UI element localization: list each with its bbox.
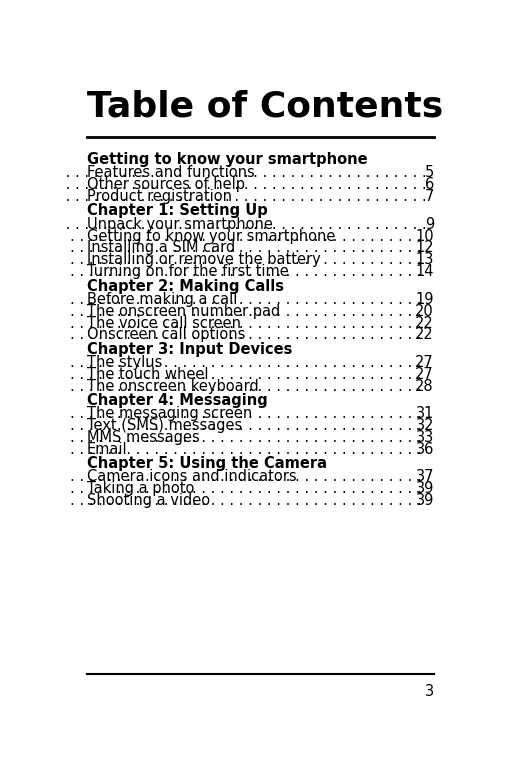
Text: 37: 37 [416, 469, 434, 484]
Text: . . . . . . . . . . . . . . . . . . . . . . . . . . . . . . . . . . . . . . . . : . . . . . . . . . . . . . . . . . . . . … [0, 367, 422, 382]
Text: . . . . . . . . . . . . . . . . . . . . . . . . . . . . . . . . . . . . . . . . : . . . . . . . . . . . . . . . . . . . . … [0, 328, 422, 343]
Text: . . . . . . . . . . . . . . . . . . . . . . . . . . . . . . . . . . . . . . . . : . . . . . . . . . . . . . . . . . . . . … [0, 379, 422, 394]
Text: The stylus: The stylus [87, 355, 162, 370]
Text: 36: 36 [416, 442, 434, 456]
Text: MMS messages: MMS messages [87, 430, 200, 445]
Text: 3: 3 [425, 684, 434, 698]
Text: The voice call screen: The voice call screen [87, 315, 241, 330]
Text: 12: 12 [416, 240, 434, 256]
Text: . . . . . . . . . . . . . . . . . . . . . . . . . . . . . . . . . . . . . . . . : . . . . . . . . . . . . . . . . . . . . … [0, 315, 422, 330]
Text: Other sources of help: Other sources of help [87, 177, 245, 192]
Text: . . . . . . . . . . . . . . . . . . . . . . . . . . . . . . . . . . . . . . . . : . . . . . . . . . . . . . . . . . . . . … [0, 229, 422, 243]
Text: . . . . . . . . . . . . . . . . . . . . . . . . . . . . . . . . . . . . . . . . : . . . . . . . . . . . . . . . . . . . . … [0, 418, 422, 433]
Text: 20: 20 [415, 304, 434, 319]
Text: Chapter 2: Making Calls: Chapter 2: Making Calls [87, 278, 284, 294]
Text: Chapter 1: Setting Up: Chapter 1: Setting Up [87, 204, 268, 219]
Text: Onscreen call options: Onscreen call options [87, 328, 245, 343]
Text: Features and functions: Features and functions [87, 165, 255, 181]
Text: 10: 10 [416, 229, 434, 243]
Text: 7: 7 [425, 189, 434, 205]
Text: The touch wheel: The touch wheel [87, 367, 208, 382]
Text: . . . . . . . . . . . . . . . . . . . . . . . . . . . . . . . . . . . . . . . . : . . . . . . . . . . . . . . . . . . . . … [0, 291, 422, 307]
Text: Table of Contents: Table of Contents [87, 90, 443, 124]
Text: . . . . . . . . . . . . . . . . . . . . . . . . . . . . . . . . . . . . . . . . : . . . . . . . . . . . . . . . . . . . . … [0, 406, 422, 421]
Text: The onscreen keyboard: The onscreen keyboard [87, 379, 259, 394]
Text: Shooting a video: Shooting a video [87, 493, 210, 508]
Text: 19: 19 [416, 291, 434, 307]
Text: Chapter 3: Input Devices: Chapter 3: Input Devices [87, 342, 292, 356]
Text: Camera icons and indicators: Camera icons and indicators [87, 469, 296, 484]
Text: 33: 33 [416, 430, 434, 445]
Text: Product registration: Product registration [87, 189, 232, 205]
Text: Taking a photo: Taking a photo [87, 481, 194, 496]
Text: 39: 39 [416, 493, 434, 508]
Text: . . . . . . . . . . . . . . . . . . . . . . . . . . . . . . . . . . . . . . . . : . . . . . . . . . . . . . . . . . . . . … [0, 430, 422, 445]
Text: 6: 6 [425, 177, 434, 192]
Text: . . . . . . . . . . . . . . . . . . . . . . . . . . . . . . . . . . . . . . . . : . . . . . . . . . . . . . . . . . . . . … [0, 240, 422, 256]
Text: . . . . . . . . . . . . . . . . . . . . . . . . . . . . . . . . . . . . . . . . : . . . . . . . . . . . . . . . . . . . . … [0, 469, 422, 484]
Text: . . . . . . . . . . . . . . . . . . . . . . . . . . . . . . . . . . . . . . . . : . . . . . . . . . . . . . . . . . . . . … [0, 304, 422, 319]
Text: Unpack your smartphone: Unpack your smartphone [87, 216, 273, 232]
Text: Getting to know your smartphone: Getting to know your smartphone [87, 153, 367, 167]
Text: Turning on for the first time: Turning on for the first time [87, 264, 289, 279]
Text: 22: 22 [415, 328, 434, 343]
Text: 9: 9 [425, 216, 434, 232]
Text: 31: 31 [416, 406, 434, 421]
Text: Chapter 4: Messaging: Chapter 4: Messaging [87, 393, 268, 408]
Text: . . . . . . . . . . . . . . . . . . . . . . . . . . . . . . . . . . . . . . . . : . . . . . . . . . . . . . . . . . . . . … [0, 355, 422, 370]
Text: Chapter 5: Using the Camera: Chapter 5: Using the Camera [87, 456, 327, 471]
Text: . . . . . . . . . . . . . . . . . . . . . . . . . . . . . . . . . . . . . . . . : . . . . . . . . . . . . . . . . . . . . … [0, 253, 422, 267]
Text: . . . . . . . . . . . . . . . . . . . . . . . . . . . . . . . . . . . . . . . . : . . . . . . . . . . . . . . . . . . . . … [0, 493, 422, 508]
Text: . . . . . . . . . . . . . . . . . . . . . . . . . . . . . . . . . . . . . . . . : . . . . . . . . . . . . . . . . . . . . … [0, 165, 427, 181]
Text: 39: 39 [416, 481, 434, 496]
Text: Getting to know your smartphone: Getting to know your smartphone [87, 229, 335, 243]
Text: Before making a call: Before making a call [87, 291, 237, 307]
Text: 27: 27 [415, 367, 434, 382]
Text: 13: 13 [416, 253, 434, 267]
Text: Text (SMS) messages: Text (SMS) messages [87, 418, 242, 433]
Text: 28: 28 [416, 379, 434, 394]
Text: . . . . . . . . . . . . . . . . . . . . . . . . . . . . . . . . . . . . . . . . : . . . . . . . . . . . . . . . . . . . . … [0, 216, 427, 232]
Text: Installing a SIM card: Installing a SIM card [87, 240, 235, 256]
Text: 14: 14 [416, 264, 434, 279]
Text: 32: 32 [416, 418, 434, 433]
Text: 22: 22 [415, 315, 434, 330]
Text: The messaging screen: The messaging screen [87, 406, 252, 421]
Text: . . . . . . . . . . . . . . . . . . . . . . . . . . . . . . . . . . . . . . . . : . . . . . . . . . . . . . . . . . . . . … [0, 177, 427, 192]
Text: . . . . . . . . . . . . . . . . . . . . . . . . . . . . . . . . . . . . . . . . : . . . . . . . . . . . . . . . . . . . . … [0, 442, 422, 456]
Text: . . . . . . . . . . . . . . . . . . . . . . . . . . . . . . . . . . . . . . . . : . . . . . . . . . . . . . . . . . . . . … [0, 481, 422, 496]
Text: Installing or remove the battery: Installing or remove the battery [87, 253, 321, 267]
Text: . . . . . . . . . . . . . . . . . . . . . . . . . . . . . . . . . . . . . . . . : . . . . . . . . . . . . . . . . . . . . … [0, 189, 427, 205]
Text: 5: 5 [425, 165, 434, 181]
Text: Email: Email [87, 442, 128, 456]
Text: 27: 27 [415, 355, 434, 370]
Text: . . . . . . . . . . . . . . . . . . . . . . . . . . . . . . . . . . . . . . . . : . . . . . . . . . . . . . . . . . . . . … [0, 264, 422, 279]
Text: The onscreen number pad: The onscreen number pad [87, 304, 280, 319]
